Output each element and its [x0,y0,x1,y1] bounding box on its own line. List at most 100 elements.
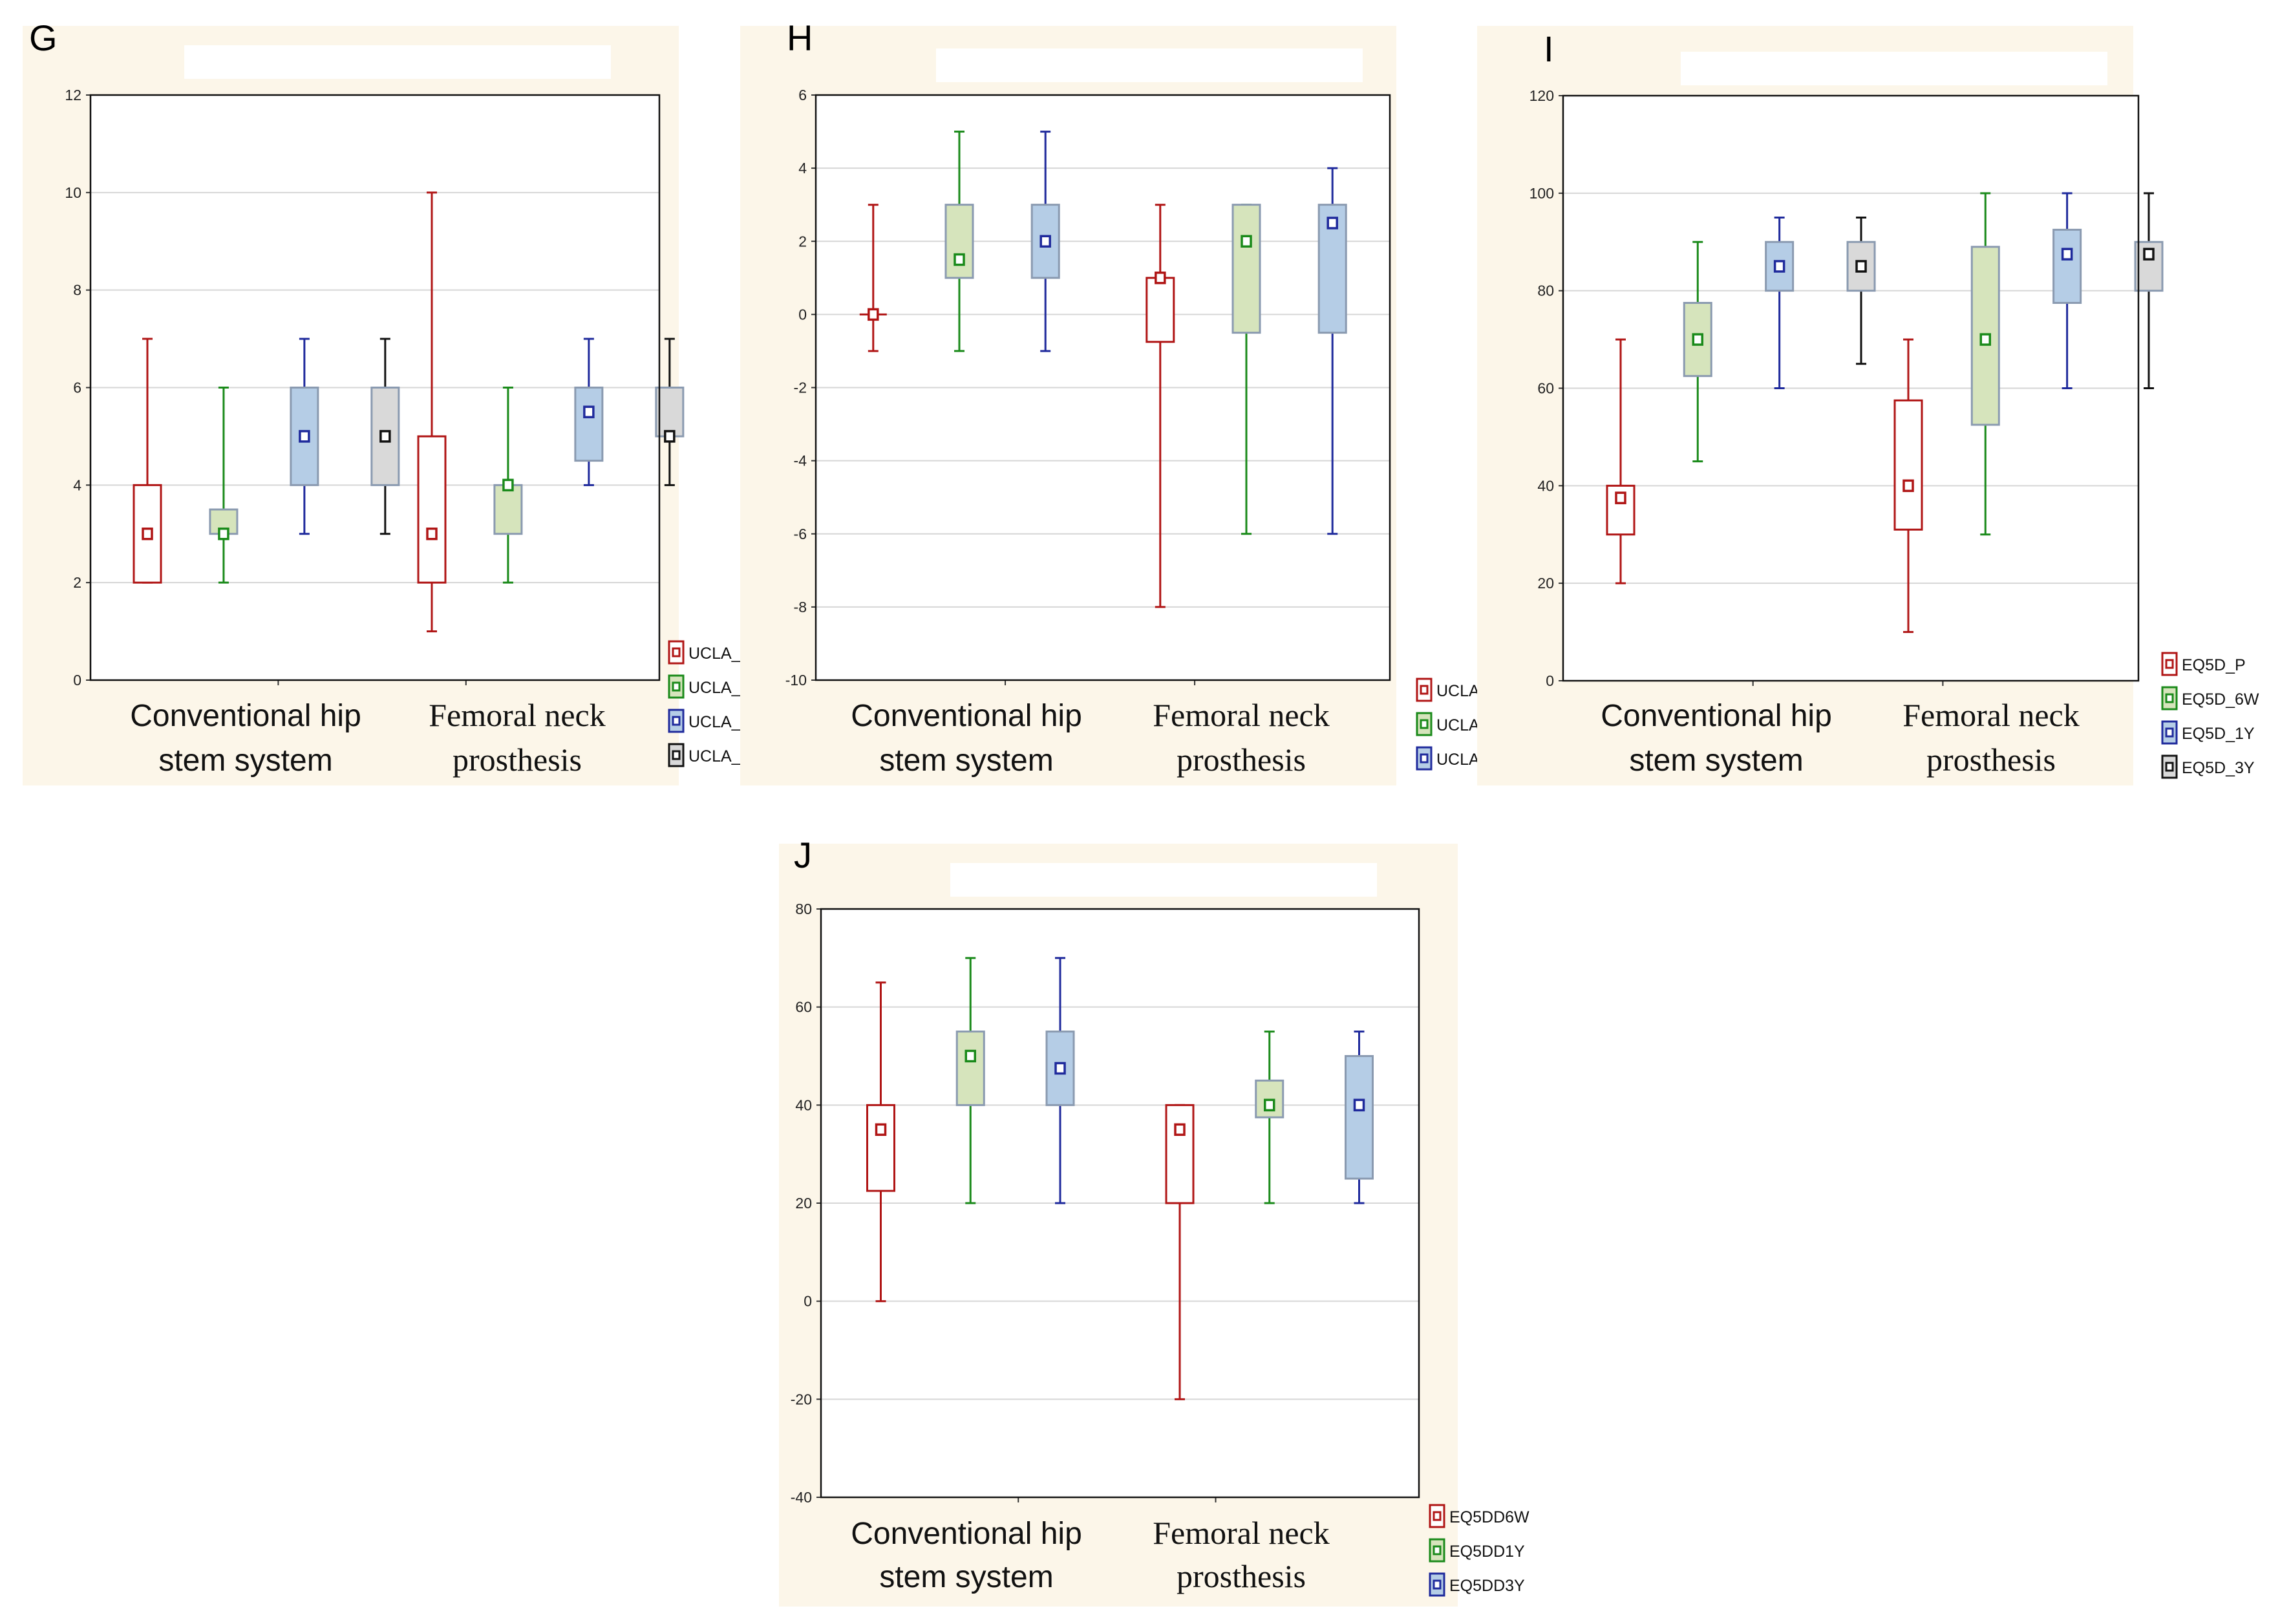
y-tick-label: 80 [795,901,812,917]
y-tick-label: 80 [1537,283,1554,299]
panel-letter: H [787,17,813,58]
y-tick-label: -4 [794,453,807,469]
median-marker [1773,260,1785,273]
box-EQ5D_P-1 [1606,338,1636,584]
box-body [417,435,447,584]
plot-frame [820,908,1420,1499]
box-UCLA_3Y-2 [655,337,685,486]
box-UCLA_P-2 [417,191,447,633]
box-UCLAD1Y-1 [944,131,974,352]
median-marker [1264,1098,1275,1112]
legend-marker [2165,693,2174,703]
legend-marker [1420,719,1429,729]
median-marker [2061,248,2073,261]
category-label: stem system [1629,743,1803,778]
y-tick-label: 100 [1529,185,1554,202]
median-marker [1174,1123,1186,1136]
box-body [1231,204,1261,334]
box-UCLAD3Y-2 [1317,167,1347,535]
y-tick-label: 6 [73,379,81,396]
box-body [955,1031,985,1106]
category-label: prosthesis [1177,1558,1306,1594]
box-body [655,387,685,438]
legend-label: EQ5DD6W [1449,1508,1529,1526]
category-label: Femoral neck [1153,697,1330,733]
median-marker [1241,235,1252,248]
legend-label: EQ5DD1Y [1449,1543,1525,1561]
y-tick-label: 10 [65,184,81,201]
box-UCLA_6W-2 [493,387,523,584]
median-marker [583,405,595,418]
y-tick-label: 8 [73,282,81,299]
median-marker [1327,217,1338,230]
y-tick-label: -8 [794,599,807,615]
box-EQ5DD3Y-2 [1345,1031,1374,1204]
box-body [1893,399,1923,531]
median-marker [1979,333,1992,346]
box-EQ5D_6W-2 [1970,192,2000,536]
title-bar [1681,52,2107,85]
median-marker [218,528,229,540]
y-tick-label: 20 [795,1195,812,1212]
y-tick-label: -20 [791,1391,812,1407]
box-body [2052,228,2082,304]
median-marker [954,253,965,266]
box-EQ5D_3Y-2 [2134,192,2164,389]
box-body [866,1104,895,1192]
box-EQ5D_6W-1 [1683,240,1712,463]
box-EQ5DD1Y-2 [1255,1031,1284,1204]
legend-marker [672,716,681,726]
y-tick-label: 12 [65,87,81,103]
category-label: Conventional hip [130,699,361,733]
box-EQ5D_1Y-1 [1765,217,1795,389]
box-UCLAD3Y-1 [1030,131,1060,352]
box-UCLAD6W-1 [859,204,887,352]
legend-label: EQ5D_P [2182,656,2246,674]
box-UCLA_3Y-1 [370,337,400,535]
median-marker [664,430,676,443]
median-marker [502,478,514,492]
box-UCLAD1Y-2 [1231,204,1261,535]
category-label: Conventional hip [1601,699,1832,733]
box-body [1345,1055,1374,1180]
legend-marker [2165,659,2174,669]
legend-marker [2165,727,2174,738]
legend-marker [672,647,681,657]
median-marker [875,1123,887,1136]
y-tick-label: 2 [798,233,807,250]
y-tick-label: -6 [794,526,807,542]
median-marker [1615,491,1626,504]
box-body [1146,277,1175,343]
median-marker [1155,272,1166,284]
median-marker [379,430,391,443]
y-tick-label: 4 [73,476,81,493]
median-marker [964,1049,976,1063]
y-tick-label: 2 [73,574,81,591]
y-tick-label: 120 [1529,87,1554,104]
box-body [944,204,974,279]
category-label: Femoral neck [1902,697,2080,733]
y-tick-label: -2 [794,379,807,396]
y-tick-label: 60 [795,999,812,1016]
category-label: stem system [879,743,1053,778]
panel-letter: G [29,17,58,58]
legend-marker [1433,1545,1442,1555]
box-EQ5D_P-2 [1893,338,1923,634]
title-bar [936,48,1363,82]
y-tick-label: 60 [1537,380,1554,397]
y-tick-label: 0 [73,672,81,689]
legend-marker [1433,1579,1442,1590]
box-UCLA_1Y-1 [290,337,319,535]
legend-label: EQ5D_6W [2182,690,2259,709]
panels-layer: G 0 2 4 6 8 10 12 Conventional hip stem system Fem… [23,17,2259,1607]
category-label: stem system [158,743,332,778]
median-marker [142,528,153,540]
category-label: prosthesis [453,742,582,778]
category-label: Femoral neck [1153,1515,1330,1551]
panel-letter: J [794,835,812,875]
box-body [574,387,604,462]
box-UCLA_1Y-2 [574,337,604,486]
category-label: Femoral neck [429,697,606,733]
box-body [1165,1104,1195,1204]
